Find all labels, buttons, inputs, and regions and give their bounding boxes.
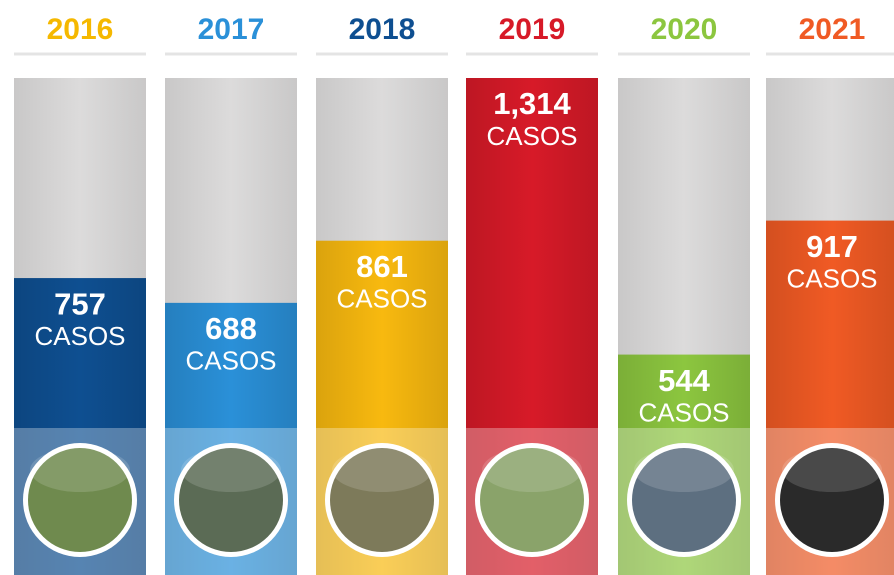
value-label: 861: [356, 249, 408, 284]
year-box: [462, 8, 602, 54]
year-label: 2019: [499, 13, 566, 46]
photo-detail: [634, 448, 734, 492]
year-box: [10, 8, 150, 54]
photo: [480, 448, 584, 552]
unit-label: CASOS: [486, 121, 577, 151]
year-box: [614, 8, 754, 54]
photo-detail: [181, 448, 281, 492]
value-label: 917: [806, 229, 858, 264]
year-label: 2018: [349, 13, 416, 46]
value-label: 688: [205, 311, 257, 346]
year-box: [312, 8, 452, 54]
photo: [780, 448, 884, 552]
unit-label: CASOS: [638, 397, 729, 427]
photo: [632, 448, 736, 552]
year-label: 2021: [799, 13, 866, 46]
unit-label: CASOS: [336, 284, 427, 314]
photo: [330, 448, 434, 552]
year-label: 2017: [198, 13, 265, 46]
year-box: [161, 8, 301, 54]
photo-detail: [30, 448, 130, 492]
photo: [179, 448, 283, 552]
year-label: 2016: [47, 13, 114, 46]
photo-band: [0, 428, 894, 575]
year-label: 2020: [651, 13, 718, 46]
photo: [28, 448, 132, 552]
value-label: 1,314: [493, 86, 571, 121]
unit-label: CASOS: [786, 263, 877, 293]
year-box: [762, 8, 894, 54]
photo-detail: [482, 448, 582, 492]
unit-label: CASOS: [185, 346, 276, 376]
unit-label: CASOS: [34, 321, 125, 351]
photo-detail: [782, 448, 882, 492]
value-label: 757: [54, 286, 106, 321]
photo-detail: [332, 448, 432, 492]
value-label: 544: [658, 363, 710, 398]
